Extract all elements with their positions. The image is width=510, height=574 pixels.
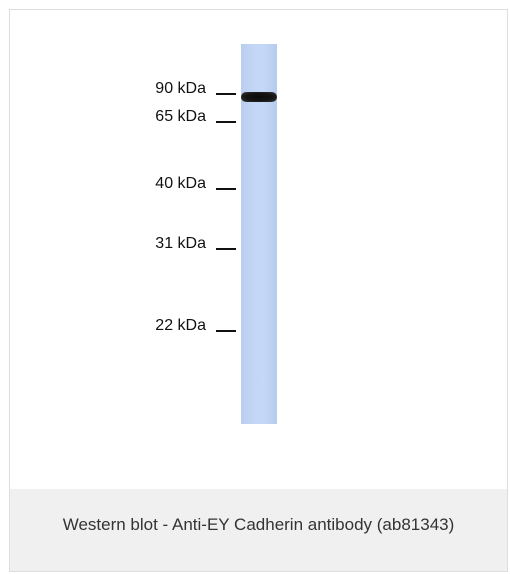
marker-label: 31 kDa xyxy=(155,235,206,252)
western-blot-image: 90 kDa 65 kDa 40 kDa 31 kDa 22 kDa xyxy=(10,10,507,489)
figure-caption: Western blot - Anti-EY Cadherin antibody… xyxy=(62,515,455,534)
marker-31kda: 31 kDa xyxy=(10,234,240,254)
figure-card: 90 kDa 65 kDa 40 kDa 31 kDa 22 kDa Weste… xyxy=(9,9,508,572)
marker-label: 90 kDa xyxy=(155,80,206,97)
marker-tick xyxy=(216,330,236,332)
marker-tick xyxy=(216,248,236,250)
marker-label: 40 kDa xyxy=(155,175,206,192)
protein-band xyxy=(241,92,277,102)
marker-label: 65 kDa xyxy=(155,108,206,125)
marker-22kda: 22 kDa xyxy=(10,316,240,336)
caption-bar: Western blot - Anti-EY Cadherin antibody… xyxy=(10,489,507,571)
marker-tick xyxy=(216,93,236,95)
blot-lane xyxy=(241,44,277,424)
marker-40kda: 40 kDa xyxy=(10,174,240,194)
marker-tick xyxy=(216,121,236,123)
marker-label: 22 kDa xyxy=(155,317,206,334)
marker-90kda: 90 kDa xyxy=(10,79,240,99)
marker-tick xyxy=(216,188,236,190)
marker-65kda: 65 kDa xyxy=(10,107,240,127)
